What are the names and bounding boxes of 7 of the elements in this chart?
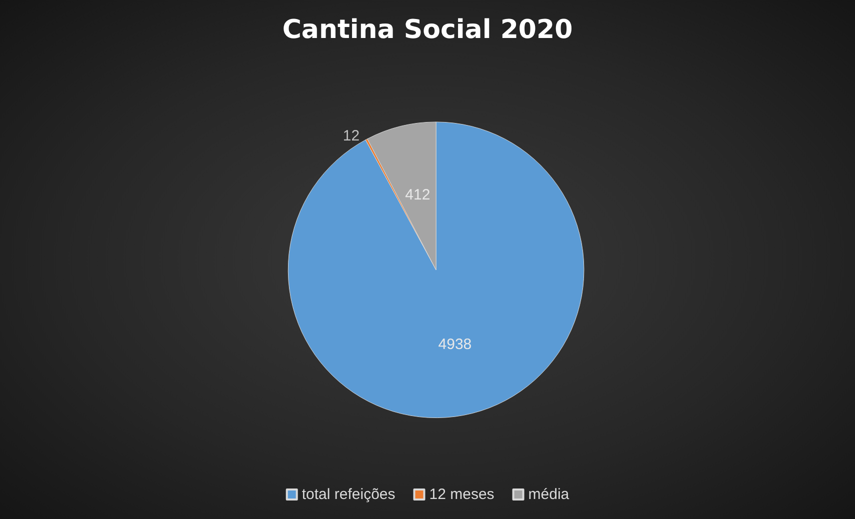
chart-title: Cantina Social 2020 <box>282 15 573 45</box>
legend-label: média <box>528 486 570 503</box>
data-label: 4938 <box>438 336 472 353</box>
legend-label: 12 meses <box>429 486 494 503</box>
data-label: 412 <box>405 186 430 204</box>
legend-label: total refeições <box>302 486 396 503</box>
data-label: 12 <box>342 127 360 144</box>
